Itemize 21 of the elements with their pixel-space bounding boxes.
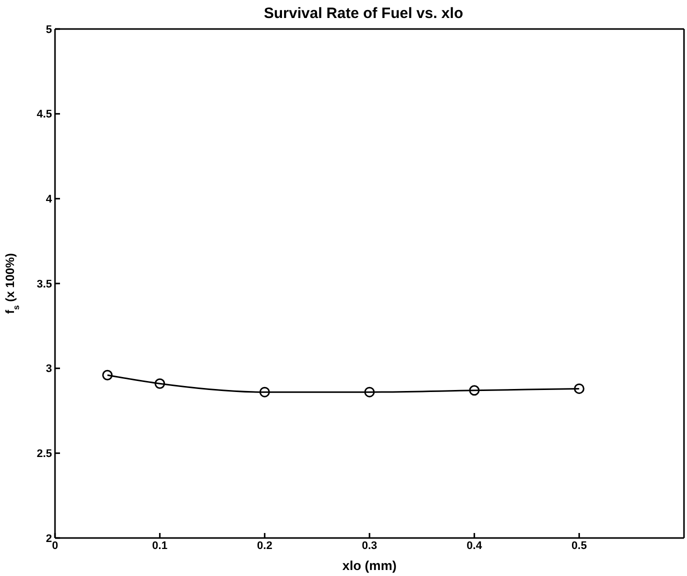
y-tick-label: 2 <box>46 532 52 545</box>
point <box>364 386 375 398</box>
x-tick-label: 0.3 <box>362 540 378 552</box>
x-axis-title: xlo (mm) <box>342 558 397 573</box>
y-tick-label: 4.5 <box>36 108 52 121</box>
x-tick-label: 0.2 <box>257 540 272 552</box>
point <box>102 370 113 380</box>
y-tick-label: 2.5 <box>36 448 52 460</box>
y-tick-label: 3.5 <box>36 278 52 290</box>
y-tick-label: 3 <box>46 363 52 376</box>
x-tick-label: 0.1 <box>152 540 168 552</box>
point <box>259 386 270 398</box>
chart-title: Survival Rate of Fuel vs. xlo <box>264 5 464 22</box>
point <box>469 385 480 396</box>
x-tick-label: 0 <box>52 540 58 552</box>
point <box>154 378 166 389</box>
x-tick-label: 0.4 <box>466 540 483 552</box>
y-tick-label: 4 <box>46 194 53 206</box>
x-tick-label: 0.5 <box>572 540 587 552</box>
point <box>574 383 584 394</box>
y-tick-label: 5 <box>46 24 52 36</box>
